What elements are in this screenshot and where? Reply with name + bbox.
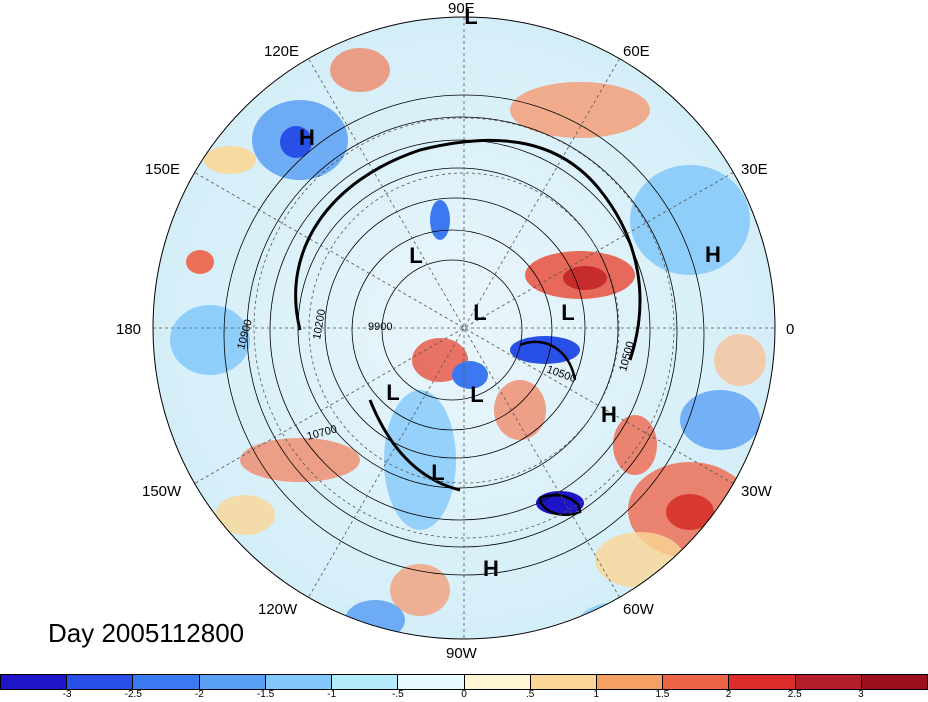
anomaly-field <box>153 17 775 639</box>
colorbar-cell <box>67 675 134 689</box>
colorbar-ticks: -3 -2.5 -2 -1.5 -1 -.5 0 .5 1 1.5 2 2.5 3 <box>0 689 928 702</box>
colorbar-cell <box>133 675 200 689</box>
colorbar-tick-label: 2.5 <box>787 689 802 700</box>
colorbar-tick-label: .5 <box>525 689 535 700</box>
lon-label-150w: 150W <box>142 483 182 500</box>
date-label: Day 2005112800 <box>48 618 245 648</box>
colorbar-cell <box>596 675 664 689</box>
colorbar <box>0 674 928 690</box>
low-pressure-marker: L <box>431 460 444 485</box>
high-pressure-marker: H <box>299 125 315 150</box>
map-boundary <box>152 16 776 640</box>
low-pressure-marker: L <box>561 300 574 325</box>
high-pressure-marker: H <box>705 242 721 267</box>
colorbar-tick-label: 1 <box>593 689 600 700</box>
colorbar-cell <box>663 675 730 689</box>
pressure-markers: L H L L L L L L H H H <box>299 4 721 581</box>
high-pressure-marker: H <box>601 402 617 427</box>
low-pressure-marker: L <box>409 243 422 268</box>
polar-map: 90E 60E 30E 0 30W 60W 90W 120W 150W 180 … <box>116 0 794 662</box>
colorbar-cell <box>1 675 68 689</box>
lon-label-150e: 150E <box>145 161 180 178</box>
lon-label-60w: 60W <box>623 601 655 618</box>
low-pressure-marker: L <box>470 382 483 407</box>
longitude-labels: 90E 60E 30E 0 30W 60W 90W 120W 150W 180 … <box>116 0 794 662</box>
colorbar-tick-label: -2 <box>194 689 204 700</box>
lon-label-30e: 30E <box>741 161 768 178</box>
colorbar-tick-label: 3 <box>858 689 864 700</box>
lon-label-60e: 60E <box>623 43 650 60</box>
colorbar-cell <box>729 675 796 689</box>
lon-label-120w: 120W <box>258 601 298 618</box>
colorbar-cell <box>795 675 862 689</box>
contour-label: 10200 <box>311 308 328 340</box>
colorbar-tick-label: -2.5 <box>124 689 142 700</box>
colorbar-cell <box>265 675 333 689</box>
lon-label-30w: 30W <box>741 483 773 500</box>
lon-label-90w: 90W <box>446 645 478 662</box>
colorbar-tick-label: -.5 <box>392 689 404 700</box>
low-pressure-marker: L <box>386 380 399 405</box>
lon-label-0: 0 <box>786 321 794 338</box>
colorbar-tick-label: 0 <box>461 689 467 700</box>
lon-label-90e: 90E <box>448 0 475 17</box>
lon-label-120e: 120E <box>264 43 299 60</box>
colorbar-cell <box>464 675 531 689</box>
high-pressure-marker: H <box>483 556 499 581</box>
contour-label: 9900 <box>368 321 392 333</box>
graticule <box>153 17 775 639</box>
low-pressure-marker: L <box>473 300 486 325</box>
colorbar-cell <box>332 675 399 689</box>
colorbar-cell <box>199 675 266 689</box>
low-pressure-marker: L <box>464 4 477 29</box>
colorbar-tick-label: -1 <box>327 689 337 700</box>
colorbar-tick-label: -1.5 <box>256 689 275 700</box>
colorbar-tick-label: 2 <box>725 689 732 700</box>
colorbar-cell <box>861 675 928 689</box>
lon-label-180: 180 <box>116 321 141 338</box>
colorbar-cell <box>530 675 597 689</box>
colorbar-cell <box>398 675 465 689</box>
colorbar-tick-label: -3 <box>62 689 72 700</box>
colorbar-tick-label: 1.5 <box>655 689 670 700</box>
